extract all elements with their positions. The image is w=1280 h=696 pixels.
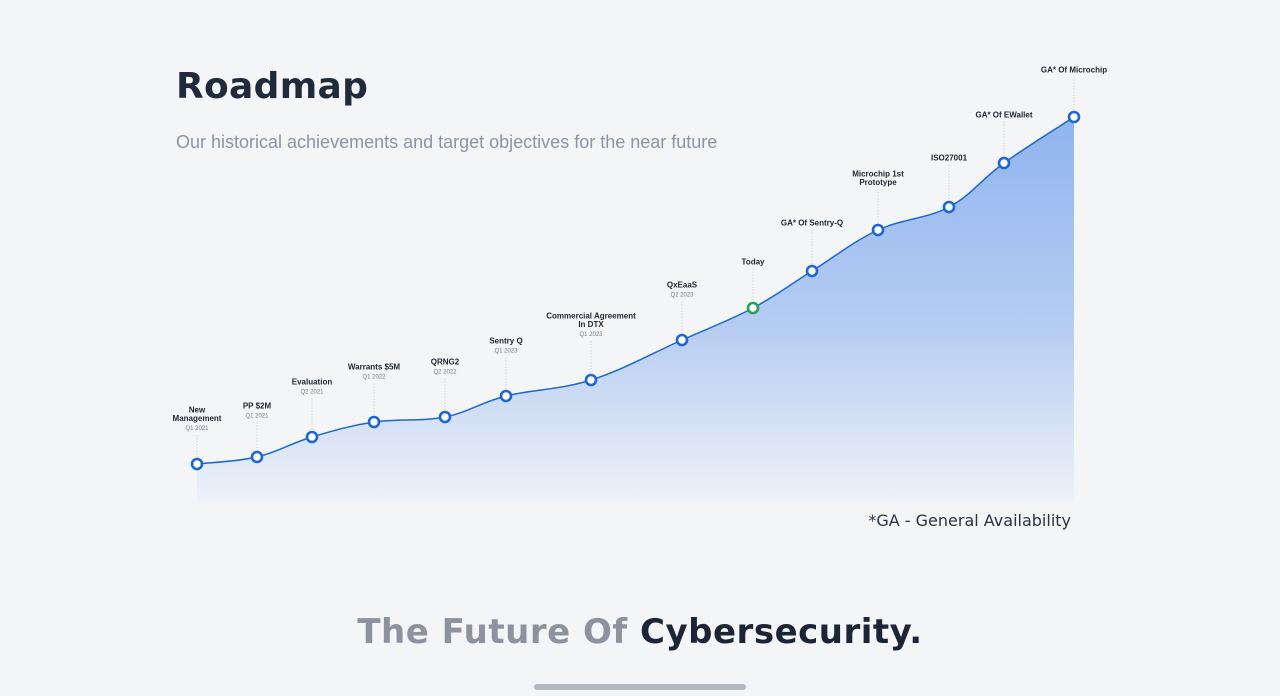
milestone-title: Commercial Agreement <box>546 312 636 321</box>
milestone-title: Management <box>173 414 222 423</box>
milestone-title: QxEaaS <box>667 281 698 290</box>
tagline-emphasis: Cybersecurity. <box>640 612 923 652</box>
milestone-marker <box>997 156 1011 170</box>
milestone-title: QRNG2 <box>431 358 460 367</box>
milestone-title: GA* Of Sentry-Q <box>781 219 843 228</box>
milestone-date: Q2 2022 <box>433 370 457 376</box>
milestone-title: GA* Of Microchip <box>1041 66 1107 75</box>
milestone-marker <box>584 373 598 387</box>
milestone-connectors <box>196 76 1075 458</box>
milestone-title: Prototype <box>859 178 897 187</box>
milestone-date: Q1 2022 <box>362 375 386 381</box>
milestone-marker <box>871 223 885 237</box>
tagline-prefix: The Future Of <box>357 612 641 652</box>
milestone-title: PP $2M <box>243 402 272 411</box>
milestone-marker-today <box>746 301 760 315</box>
milestone-marker <box>438 410 452 424</box>
milestone-date: Q2 2021 <box>300 390 324 396</box>
milestone-title: Warrants $5M <box>348 363 401 372</box>
home-indicator[interactable] <box>534 684 746 690</box>
milestone-marker <box>499 389 513 403</box>
milestone-marker <box>250 450 264 464</box>
milestone-date: Q1 2021 <box>245 414 269 420</box>
milestone-title: In DTX <box>578 320 604 329</box>
milestone-marker <box>367 415 381 429</box>
milestone-title: Evaluation <box>292 378 333 387</box>
milestone-date: Q1 2023 <box>494 349 518 355</box>
page-subtitle: Our historical achievements and target o… <box>176 132 718 152</box>
milestone-marker <box>1067 110 1081 124</box>
milestone-marker <box>805 264 819 278</box>
milestone-markers <box>190 110 1081 471</box>
page-title: Roadmap <box>176 66 369 107</box>
milestone-marker <box>305 430 319 444</box>
milestone-title: GA* Of EWallet <box>975 111 1032 120</box>
milestone-title: Today <box>742 258 766 267</box>
milestone-date: Q1 2021 <box>185 426 209 432</box>
milestone-marker <box>190 457 204 471</box>
milestone-date: Q1 2023 <box>579 332 603 338</box>
milestone-marker <box>675 333 689 347</box>
tagline: The Future Of Cybersecurity. <box>0 612 1280 652</box>
milestone-title: Sentry Q <box>489 337 522 346</box>
milestone-marker <box>942 200 956 214</box>
milestone-date: Q2 2023 <box>670 293 694 299</box>
roadmap-area <box>197 117 1074 502</box>
milestone-title: Microchip 1st <box>852 170 904 179</box>
milestone-title: ISO27001 <box>931 154 968 163</box>
milestone-title: New <box>189 406 206 415</box>
ga-footnote: *GA - General Availability <box>868 511 1071 530</box>
